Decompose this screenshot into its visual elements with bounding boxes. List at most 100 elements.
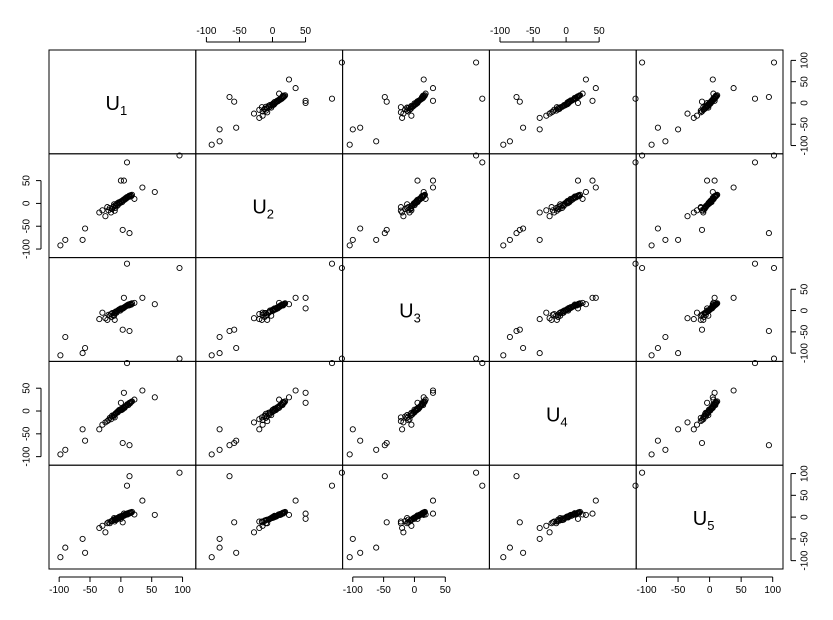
y-tick-label-2-1: -100 [22, 239, 33, 259]
point-r2-c4-43 [557, 201, 564, 208]
point-r5-c3-53 [479, 482, 486, 489]
y-tick-label-4-2: -50 [22, 426, 33, 441]
point-r2-c1-5 [99, 207, 106, 214]
point-r2-c5-46 [711, 177, 718, 184]
point-r5-c4-5 [543, 522, 550, 529]
point-r5-c2-45 [302, 515, 309, 522]
point-r1-c4-4 [536, 114, 543, 121]
point-r1-c5-54 [765, 93, 772, 101]
point-r2-c3-1 [346, 242, 353, 249]
point-r3-c4-40 [576, 300, 584, 307]
point-r5-c3-43 [404, 514, 411, 522]
x-tick-label-1-1: -100 [49, 585, 69, 596]
point-r4-c5-53 [751, 360, 759, 367]
x-tick-label-5-4: 50 [736, 585, 748, 596]
point-r4-c2-6 [250, 419, 258, 426]
point-r5-c1-5 [99, 522, 106, 529]
point-r4-c5-44 [700, 414, 707, 421]
x-tick-label-4-3: 0 [563, 26, 569, 37]
point-r2-c1-50 [79, 236, 86, 243]
point-r1-c2-45 [302, 99, 309, 107]
point-r2-c4-51 [639, 152, 646, 159]
point-r3-c1-49 [151, 301, 158, 308]
y-tick-label-2-2: -50 [22, 219, 33, 234]
point-r1-c3-49 [420, 76, 427, 83]
point-r2-c1-54 [126, 230, 133, 237]
point-r5-c4-54 [513, 473, 520, 480]
variable-label-1: U1 [106, 93, 128, 118]
point-r3-c1-53 [123, 260, 131, 267]
point-r3-c5-2 [662, 333, 669, 341]
variable-label-2: U2 [252, 197, 274, 222]
panel-frame-3-3 [342, 257, 490, 362]
point-r3-c5-53 [751, 260, 759, 267]
point-r5-c4-49 [582, 511, 589, 518]
y-tick-label-4-1: -100 [22, 446, 33, 466]
point-r3-c1-45 [117, 305, 124, 312]
point-r2-c3-52 [383, 226, 390, 233]
point-r4-c1-48 [139, 387, 146, 394]
point-r2-c4-4 [536, 209, 543, 216]
point-r5-c4-2 [506, 544, 513, 551]
point-r2-c4-49 [582, 188, 589, 196]
point-r5-c1-7 [105, 519, 112, 526]
point-r1-c4-45 [574, 99, 582, 107]
point-r4-c1-54 [126, 442, 133, 449]
point-r3-c1-4 [96, 316, 103, 323]
x-tick-label-5-1: -100 [637, 585, 657, 596]
panel-frame-1-1 [48, 49, 197, 155]
point-r2-c1-42 [108, 205, 115, 212]
point-r5-c1-48 [139, 497, 146, 504]
point-r2-c3-43 [404, 201, 411, 208]
point-r5-c2-49 [285, 511, 293, 518]
point-r1-c5-51 [770, 59, 778, 66]
point-r5-c4-6 [546, 529, 553, 536]
point-r1-c2-51 [338, 59, 345, 66]
point-r1-c5-1 [648, 141, 655, 148]
panel-frame-2-2 [195, 153, 344, 259]
point-r4-c3-54 [381, 442, 388, 449]
point-r4-c2-41 [264, 418, 271, 425]
point-r4-c2-44 [258, 414, 265, 421]
x-tick-label-3-1: -100 [343, 585, 363, 596]
point-r4-c5-6 [684, 419, 691, 426]
point-r1-c2-44 [258, 104, 265, 111]
point-r5-c2-48 [292, 497, 299, 504]
x-tick-label-1-2: -50 [83, 585, 98, 596]
point-r1-c4-2 [506, 138, 513, 145]
point-r4-c2-2 [216, 446, 223, 453]
x-tick-label-1-5: 100 [174, 585, 191, 596]
x-tick-label-3-2: -50 [376, 585, 391, 596]
point-r1-c2-52 [231, 98, 238, 105]
point-r3-c1-48 [139, 294, 146, 301]
point-r5-c3-50 [349, 535, 356, 542]
point-r4-c3-48 [429, 387, 437, 394]
variable-subscript-3: 3 [414, 311, 421, 326]
point-r5-c4-4 [536, 524, 543, 532]
point-r3-c1-44 [111, 316, 118, 323]
point-r1-c4-44 [553, 104, 560, 111]
point-r3-c1-41 [104, 316, 111, 323]
point-r2-c3-47 [422, 195, 429, 202]
point-r2-c5-43 [705, 201, 712, 208]
point-r4-c2-4 [256, 426, 263, 433]
point-r4-c1-1 [57, 451, 64, 458]
x-tick-label-2-2: -50 [232, 26, 247, 37]
point-r3-c4-50 [536, 350, 543, 357]
y-tick-label-1-2: -50 [799, 117, 810, 132]
point-r1-c2-2 [216, 138, 223, 145]
point-r4-c3-45 [414, 399, 421, 406]
point-r4-c5-40 [714, 398, 721, 405]
point-r3-c2-9 [256, 310, 263, 318]
point-r2-c5-1 [648, 242, 655, 249]
point-r2-c1-53 [123, 159, 131, 166]
point-r2-c5-49 [709, 188, 716, 196]
point-r3-c1-1 [57, 352, 64, 359]
point-r3-c4-2 [506, 333, 513, 341]
point-r5-c2-40 [282, 508, 289, 515]
point-r5-c3-42 [402, 517, 409, 525]
variable-label-5: U5 [693, 508, 715, 533]
variable-label-3: U3 [399, 301, 421, 326]
point-r3-c1-2 [62, 333, 69, 341]
point-r5-c4-47 [579, 511, 586, 518]
